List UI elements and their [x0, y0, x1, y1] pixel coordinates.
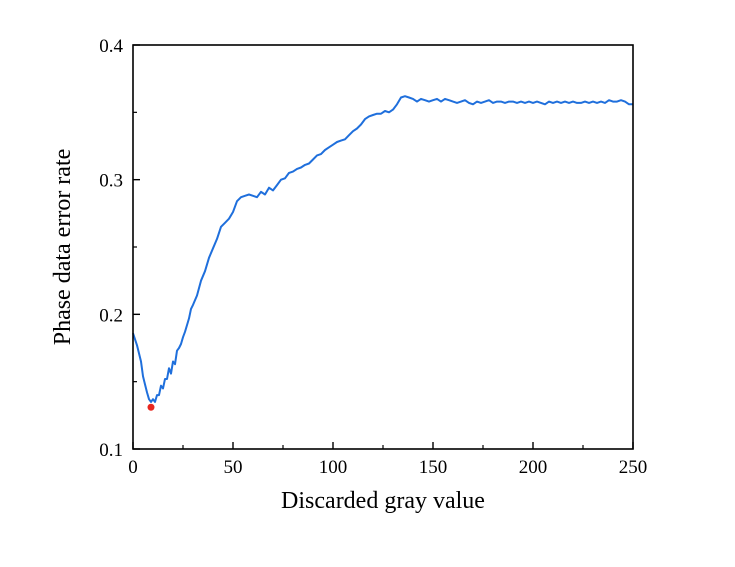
x-tick-label: 200	[519, 457, 548, 478]
minimum-point-marker	[147, 403, 155, 411]
plot-frame	[132, 44, 634, 450]
x-tick-label: 250	[619, 457, 648, 478]
axis-tick-labels: 0 50 100 150 200 250 0.1 0.2 0.3 0.4	[99, 36, 647, 478]
y-tick-label: 0.1	[99, 440, 123, 461]
y-axis-title: Phase data error rate	[50, 149, 76, 346]
x-tick-label: 50	[224, 457, 243, 478]
series-line	[132, 95, 633, 403]
x-tick-label: 100	[319, 457, 348, 478]
series-layer	[132, 95, 633, 411]
x-axis-title: Discarded gray value	[281, 488, 485, 514]
y-tick-label: 0.3	[99, 171, 123, 192]
x-tick-label: 150	[419, 457, 448, 478]
axis-ticks	[132, 44, 634, 450]
y-tick-label: 0.4	[99, 36, 123, 57]
x-tick-label: 0	[128, 457, 138, 478]
y-tick-label: 0.2	[99, 305, 123, 326]
